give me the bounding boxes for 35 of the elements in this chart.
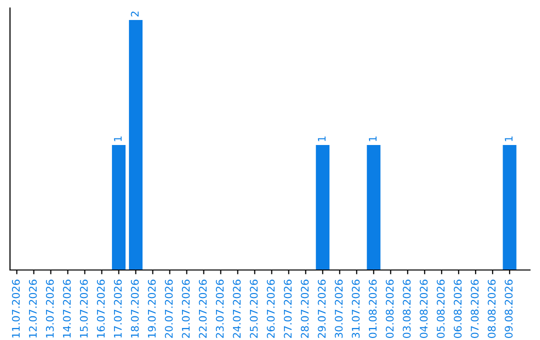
x-tick-label: 06.08.2026	[454, 280, 462, 338]
x-tick-label: 15.07.2026	[80, 280, 88, 338]
x-tick-label: 18.07.2026	[130, 280, 139, 338]
x-tick-label: 19.07.2026	[148, 280, 156, 338]
x-tick-label: 30.07.2026	[334, 280, 343, 338]
x-tick-label: 11.07.2026	[12, 280, 20, 338]
x-tick-label: 22.07.2026	[198, 280, 207, 338]
x-tick-label: 20.07.2026	[164, 280, 173, 338]
x-tick-label: 29.07.2026	[318, 280, 326, 338]
x-tick-label: 08.08.2026	[488, 280, 496, 338]
x-tick-label: 03.08.2026	[402, 280, 411, 338]
x-tick-label: 09.08.2026	[504, 280, 513, 338]
x-tick-label: 28.07.2026	[300, 280, 309, 338]
x-tick-label: 21.07.2026	[182, 280, 190, 338]
x-tick-label: 13.07.2026	[46, 280, 54, 338]
x-tick-label: 16.07.2026	[96, 280, 105, 338]
data-label: 1	[318, 136, 326, 142]
x-tick-label: 17.07.2026	[114, 280, 122, 338]
x-tick-label: 04.08.2026	[420, 280, 428, 338]
data-label: 1	[368, 136, 377, 142]
x-tick-label: 23.07.2026	[216, 280, 224, 338]
x-tick-label: 25.07.2026	[250, 280, 258, 338]
x-tick-label: 07.08.2026	[470, 280, 479, 338]
data-label: 2	[130, 12, 139, 16]
x-tick-label: 02.08.2026	[386, 280, 394, 338]
data-label: 1	[114, 136, 122, 142]
x-tick-label: 31.07.2026	[352, 280, 360, 338]
data-label: 1	[504, 136, 512, 142]
x-tick-label: 01.08.2026	[368, 280, 377, 338]
x-tick-label: 26.07.2026	[266, 280, 275, 338]
x-tick-label: 14.07.2026	[62, 280, 71, 338]
x-tick-label: 05.08.2026	[436, 280, 445, 338]
x-tick-label: 27.07.2026	[284, 280, 292, 338]
x-tick-label: 24.07.2026	[232, 280, 241, 338]
x-tick-label: 12.07.2026	[28, 280, 37, 338]
